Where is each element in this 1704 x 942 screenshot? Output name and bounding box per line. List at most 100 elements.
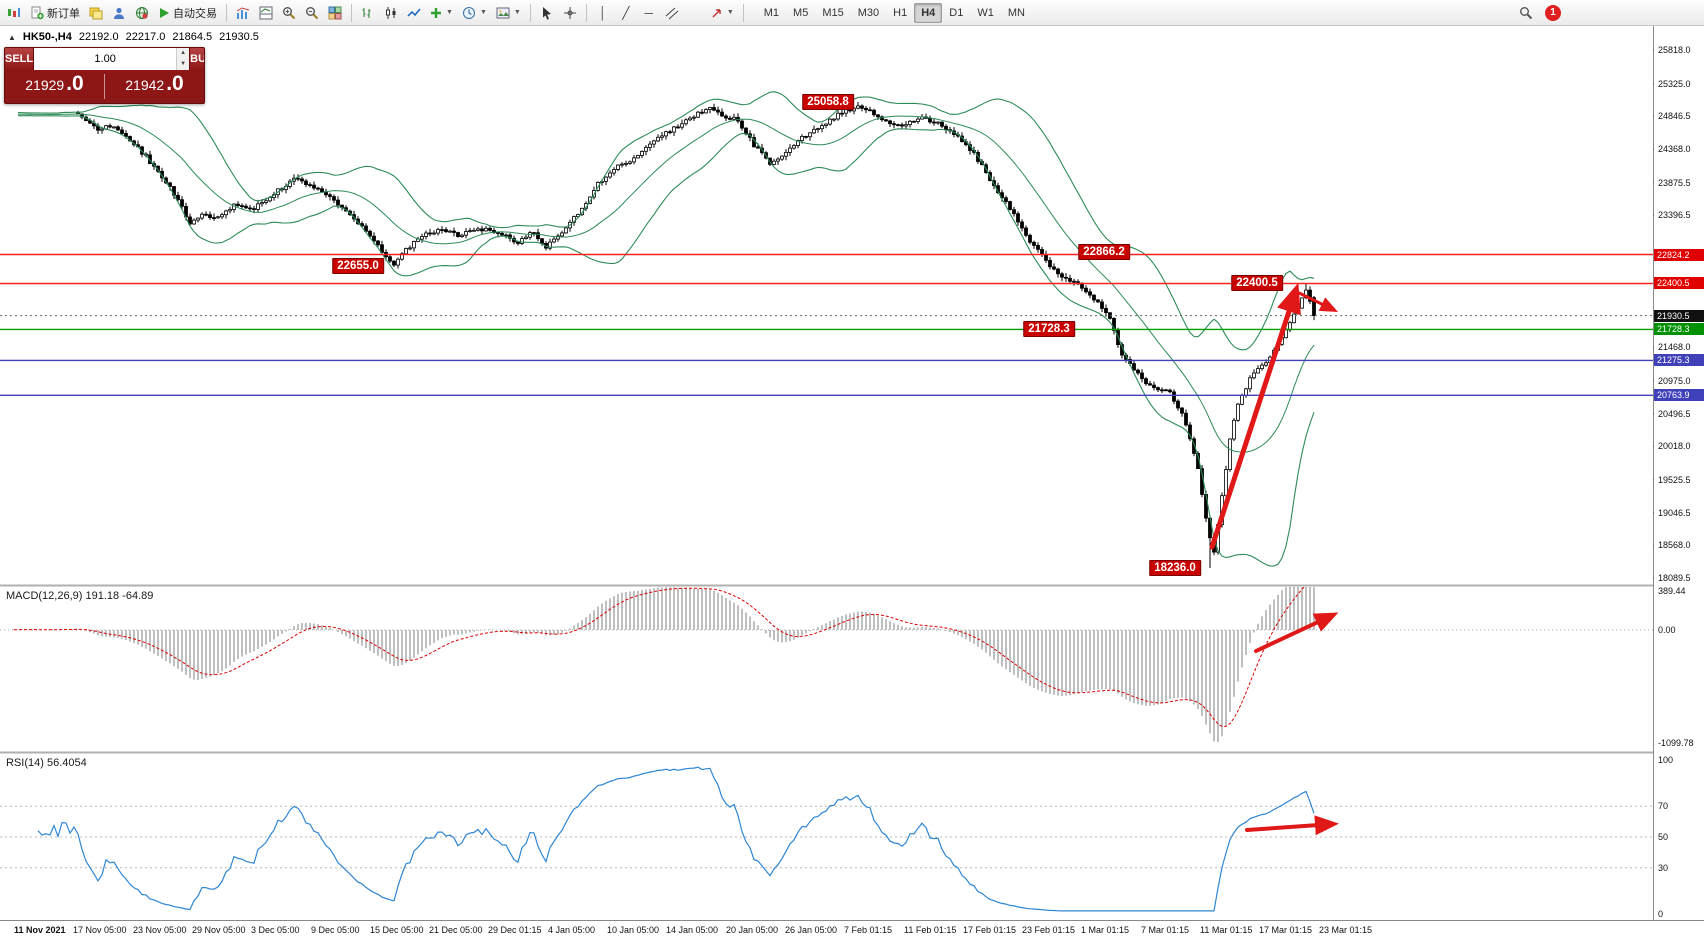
channel-tool-icon[interactable] bbox=[661, 2, 683, 24]
trendline-tool-icon[interactable]: ╱ bbox=[622, 5, 630, 20]
search-icon[interactable] bbox=[1515, 2, 1537, 24]
buy-price[interactable]: 21942 .0 bbox=[125, 72, 184, 95]
horizontal-line-tool-icon[interactable]: ─ bbox=[644, 5, 654, 20]
price-axis-label: 20975.0 bbox=[1658, 376, 1691, 386]
cursor-icon[interactable] bbox=[536, 2, 558, 24]
rsi-axis-label: 100 bbox=[1658, 755, 1674, 765]
ohlc-open: 22192.0 bbox=[78, 31, 119, 43]
macd-axis-label: 389.44 bbox=[1658, 586, 1686, 596]
toolbar-separator bbox=[226, 3, 227, 22]
macd-axis-label: 0.00 bbox=[1658, 625, 1676, 635]
price-annotation-label[interactable]: 22866.2 bbox=[1078, 244, 1130, 260]
timeframe-m5[interactable]: M5 bbox=[793, 6, 809, 19]
time-axis-label: 17 Feb 01:15 bbox=[963, 925, 1017, 935]
time-axis-label: 1 Mar 01:15 bbox=[1081, 925, 1130, 935]
toolbar: 新订单 自动交易 ▼ ▼ ▼ │ ╱ ─ ▼ M1 M5 M15 M30 H1 H4 D1 W bbox=[0, 0, 1704, 26]
price-annotation-label[interactable]: 25058.8 bbox=[802, 94, 854, 110]
time-axis-label: 11 Feb 01:15 bbox=[904, 925, 957, 935]
notification-badge[interactable]: 1 bbox=[1545, 4, 1561, 21]
zoom-in-icon[interactable] bbox=[278, 2, 300, 24]
one-click-trading-panel: SELL ▲ ▼ BUY 21929 .0 21942 .0 bbox=[4, 47, 205, 104]
crosshair-icon[interactable] bbox=[559, 2, 581, 24]
price-axis-label: 23875.5 bbox=[1658, 178, 1691, 188]
timeframe-w1[interactable]: W1 bbox=[977, 6, 994, 19]
price-axis-badge: 21728.3 bbox=[1654, 323, 1704, 335]
trend-arrow[interactable] bbox=[1254, 612, 1339, 653]
volume-increase-button[interactable]: ▲ bbox=[177, 48, 190, 59]
price-annotation-label[interactable]: 21728.3 bbox=[1023, 321, 1075, 337]
vertical-line-tool-icon[interactable]: │ bbox=[599, 5, 607, 20]
price-annotation-label[interactable]: 22400.5 bbox=[1231, 275, 1283, 291]
price-axis-label: 18568.0 bbox=[1658, 540, 1691, 550]
sell-price[interactable]: 21929 .0 bbox=[25, 72, 84, 95]
timeframe-m30[interactable]: M30 bbox=[857, 6, 880, 19]
chevron-down-icon: ▼ bbox=[726, 9, 734, 16]
tile-windows-icon[interactable] bbox=[324, 2, 346, 24]
auto-trading-button[interactable]: 自动交易 bbox=[154, 2, 221, 24]
buy-button[interactable]: BUY bbox=[190, 48, 204, 70]
timeframe-m15[interactable]: M15 bbox=[822, 6, 844, 19]
panel-divider bbox=[104, 74, 105, 99]
bollinger-lower-band bbox=[17, 115, 1315, 567]
price-axis-label: 19525.5 bbox=[1658, 475, 1691, 485]
trend-arrow[interactable] bbox=[1293, 289, 1339, 312]
time-axis[interactable]: 11 Nov 2021 17 Nov 05:00 23 Nov 05:00 29 No… bbox=[0, 921, 1653, 942]
trend-arrow[interactable] bbox=[1245, 815, 1339, 836]
candle-chart-type-icon[interactable] bbox=[380, 2, 402, 24]
rsi-layer bbox=[0, 766, 1653, 912]
add-indicator-button[interactable]: ▼ bbox=[426, 2, 457, 24]
price-annotation-label[interactable]: 22655.0 bbox=[332, 258, 384, 274]
volume-decrease-button[interactable]: ▼ bbox=[177, 59, 190, 70]
price-axis-badge: 20763.9 bbox=[1654, 389, 1704, 401]
price-axis-badge: 22824.2 bbox=[1654, 249, 1704, 261]
macd-indicator-label: MACD(12,26,9) 191.18 -64.89 bbox=[6, 590, 154, 602]
new-order-button[interactable]: 新订单 bbox=[26, 2, 84, 24]
text-tool-icon[interactable] bbox=[684, 2, 706, 24]
accounts-icon[interactable] bbox=[108, 2, 130, 24]
indicator-window-icon[interactable] bbox=[255, 2, 277, 24]
toolbar-separator bbox=[585, 3, 587, 22]
price-annotation-label[interactable]: 18236.0 bbox=[1149, 560, 1201, 576]
price-axis-label: 20018.0 bbox=[1658, 441, 1691, 451]
time-axis-label: 17 Nov 05:00 bbox=[73, 925, 127, 935]
candles-layer bbox=[17, 91, 1316, 568]
toolbar-separator bbox=[351, 3, 352, 22]
bar-chart-type-icon[interactable] bbox=[357, 2, 379, 24]
arrows-tool-icon[interactable]: ▼ bbox=[707, 2, 738, 24]
new-order-icon bbox=[31, 6, 44, 19]
volume-input[interactable] bbox=[34, 48, 177, 70]
bollinger-upper-band bbox=[17, 91, 1315, 351]
template-icon[interactable]: ▼ bbox=[492, 2, 525, 24]
layouts-icon[interactable] bbox=[85, 2, 107, 24]
period-icon[interactable]: ▼ bbox=[458, 2, 491, 24]
timeframe-h4[interactable]: H4 bbox=[914, 2, 943, 23]
rsi-indicator-label: RSI(14) 56.4054 bbox=[6, 757, 87, 769]
time-axis-label: 10 Jan 05:00 bbox=[607, 925, 660, 935]
community-icon[interactable] bbox=[131, 2, 153, 24]
time-axis-label: 23 Nov 05:00 bbox=[133, 925, 187, 935]
timeframe-m1[interactable]: M1 bbox=[763, 6, 780, 19]
timeframe-mn[interactable]: MN bbox=[1007, 6, 1025, 19]
sell-button[interactable]: SELL bbox=[5, 48, 34, 70]
line-chart-type-icon[interactable] bbox=[403, 2, 425, 24]
time-axis-label: 11 Mar 01:15 bbox=[1200, 925, 1253, 935]
collapse-icon[interactable]: ▲ bbox=[8, 32, 16, 42]
price-axis-label: 19046.5 bbox=[1658, 508, 1691, 518]
time-axis-label: 11 Nov 2021 bbox=[14, 925, 66, 935]
price-axis-badge: 21930.5 bbox=[1654, 310, 1704, 322]
timeframe-h1[interactable]: H1 bbox=[893, 6, 908, 19]
macd-signal-line bbox=[14, 587, 1305, 727]
rsi-line bbox=[37, 766, 1315, 912]
new-chart-icon[interactable] bbox=[3, 2, 25, 24]
timeframe-d1[interactable]: D1 bbox=[949, 6, 964, 19]
zoom-out-icon[interactable] bbox=[301, 2, 323, 24]
trend-arrow[interactable] bbox=[1209, 282, 1301, 550]
time-axis-label: 20 Jan 05:00 bbox=[726, 925, 779, 935]
price-axis[interactable]: 25818.0 25325.0 24846.5 24368.0 23875.5 23396… bbox=[1654, 26, 1704, 920]
price-axis-label: 25325.0 bbox=[1658, 79, 1691, 89]
bollinger-middle-band bbox=[17, 113, 1315, 453]
time-axis-label: 23 Feb 01:15 bbox=[1022, 925, 1076, 935]
indicators-icon[interactable] bbox=[232, 2, 254, 24]
